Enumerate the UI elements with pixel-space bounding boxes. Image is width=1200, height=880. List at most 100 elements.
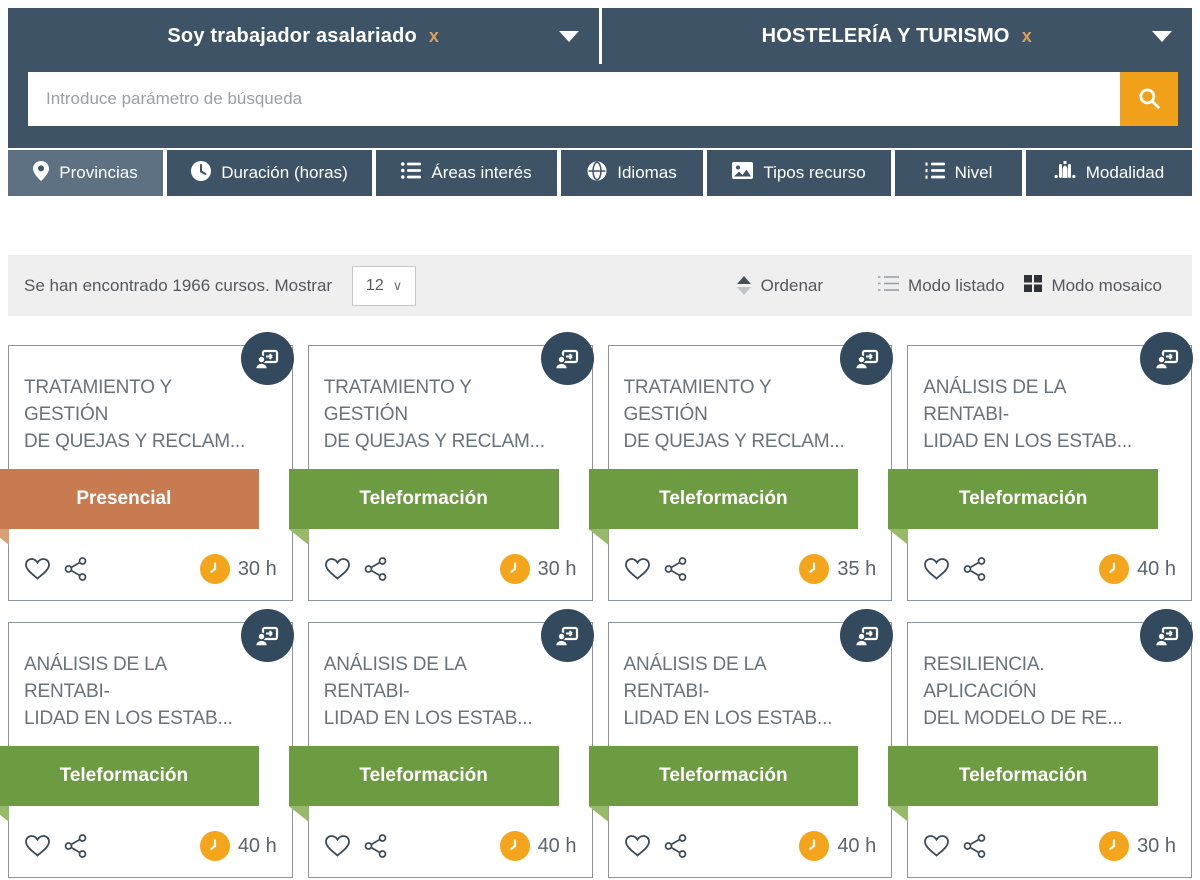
mosaic-mode-icon xyxy=(1024,274,1043,297)
mosaic-mode-button[interactable]: Modo mosaico xyxy=(1024,274,1162,297)
tab-idiomas[interactable]: Idiomas xyxy=(561,150,703,196)
sort-button[interactable]: Ordenar xyxy=(736,275,824,296)
filter-tabs: Provincias Duración (horas) Áreas interé… xyxy=(8,150,1192,196)
course-card[interactable]: ANÁLISIS DE LA RENTABI- LIDAD EN LOS EST… xyxy=(888,332,1193,601)
globe-icon xyxy=(587,160,607,186)
share-icon[interactable] xyxy=(664,834,687,858)
search-bar xyxy=(28,72,1178,126)
presenter-screen-icon xyxy=(240,609,294,662)
header: Soy trabajador asalariado x HOSTELERÍA Y… xyxy=(8,8,1192,148)
course-title: RESILIENCIA. APLICACIÓN DEL MODELO DE RE… xyxy=(923,654,1123,729)
profile-filter-label: Soy trabajador asalariado xyxy=(167,24,417,47)
share-icon[interactable] xyxy=(963,557,986,581)
share-icon[interactable] xyxy=(64,834,87,858)
share-icon[interactable] xyxy=(364,834,387,858)
tab-areas-interes[interactable]: Áreas interés xyxy=(376,150,557,196)
modality-ribbon: Teleformación xyxy=(288,469,559,529)
tab-label: Provincias xyxy=(59,163,138,182)
course-card[interactable]: ANÁLISIS DE LA RENTABI- LIDAD EN LOS EST… xyxy=(0,609,294,878)
course-title: TRATAMIENTO Y GESTIÓN DE QUEJAS Y RECLAM… xyxy=(623,377,845,452)
sort-label: Ordenar xyxy=(760,275,824,295)
view-mode-toggle: Modo listado Modo mosaico xyxy=(878,274,1162,297)
sector-filter-close-icon[interactable]: x xyxy=(1021,25,1032,46)
modality-label: Teleformación xyxy=(659,765,788,786)
duration-group: 40 h xyxy=(1099,554,1176,584)
modality-ribbon: Teleformación xyxy=(588,469,859,529)
tab-nivel[interactable]: Nivel xyxy=(895,150,1022,196)
favorite-heart-icon[interactable] xyxy=(923,557,950,581)
card-footer: 40 h xyxy=(9,815,292,877)
course-title: ANÁLISIS DE LA RENTABI- LIDAD EN LOS EST… xyxy=(923,377,1132,452)
duration-group: 40 h xyxy=(199,831,277,861)
course-card[interactable]: TRATAMIENTO Y GESTIÓN DE QUEJAS Y RECLAM… xyxy=(288,332,594,601)
image-icon xyxy=(732,162,754,184)
results-bar-controls: Ordenar Modo listado xyxy=(736,274,1162,297)
duration-clock-icon xyxy=(1099,831,1130,861)
modality-ribbon: Teleformación xyxy=(588,746,859,806)
sector-filter-dropdown[interactable]: HOSTELERÍA Y TURISMO x xyxy=(602,8,1193,64)
presenter-screen-icon xyxy=(1140,609,1193,662)
tab-duracion[interactable]: Duración (horas) xyxy=(167,150,372,196)
favorite-heart-icon[interactable] xyxy=(624,834,651,858)
course-card[interactable]: ANÁLISIS DE LA RENTABI- LIDAD EN LOS EST… xyxy=(588,609,894,878)
course-card[interactable]: TRATAMIENTO Y GESTIÓN DE QUEJAS Y RECLAM… xyxy=(0,332,294,601)
share-icon[interactable] xyxy=(963,834,986,858)
course-hours: 35 h xyxy=(837,557,877,580)
tab-tipos-recurso[interactable]: Tipos recurso xyxy=(707,150,891,196)
favorite-heart-icon[interactable] xyxy=(24,834,51,858)
duration-clock-icon xyxy=(499,831,530,861)
bullet-list-icon xyxy=(401,162,422,184)
profile-filter-dropdown[interactable]: Soy trabajador asalariado x xyxy=(8,8,602,64)
presenter-screen-icon xyxy=(840,609,894,662)
favorite-heart-icon[interactable] xyxy=(923,834,950,858)
card-footer: 40 h xyxy=(309,815,592,877)
course-hours: 40 h xyxy=(837,834,877,857)
select-caret-icon: ∨ xyxy=(392,277,403,293)
results-bar: Se han encontrado 1966 cursos. Mostrar 1… xyxy=(8,255,1192,316)
page-size-select[interactable]: 12 ∨ xyxy=(352,265,417,306)
share-icon[interactable] xyxy=(64,557,87,581)
share-icon[interactable] xyxy=(364,557,387,581)
mosaic-mode-label: Modo mosaico xyxy=(1051,275,1162,295)
course-hours: 30 h xyxy=(237,557,277,580)
course-title: ANÁLISIS DE LA RENTABI- LIDAD EN LOS EST… xyxy=(323,654,533,729)
building-icon xyxy=(1054,161,1076,185)
course-card[interactable]: ANÁLISIS DE LA RENTABI- LIDAD EN LOS EST… xyxy=(288,609,594,878)
modality-label: Teleformación xyxy=(359,488,488,509)
tab-label: Modalidad xyxy=(1085,163,1165,182)
favorite-heart-icon[interactable] xyxy=(324,557,351,581)
course-card[interactable]: RESILIENCIA. APLICACIÓN DEL MODELO DE RE… xyxy=(888,609,1193,878)
search-input[interactable] xyxy=(28,72,1120,126)
chevron-down-icon[interactable] xyxy=(558,31,579,42)
active-filters-row: Soy trabajador asalariado x HOSTELERÍA Y… xyxy=(8,8,1192,64)
sector-filter-label: HOSTELERÍA Y TURISMO xyxy=(761,24,1010,47)
course-hours: 40 h xyxy=(537,834,577,857)
tab-label: Idiomas xyxy=(617,163,677,182)
tab-label: Áreas interés xyxy=(431,163,532,182)
course-hours: 40 h xyxy=(237,834,277,857)
course-hours: 30 h xyxy=(537,557,577,580)
course-title: ANÁLISIS DE LA RENTABI- LIDAD EN LOS EST… xyxy=(24,654,233,729)
chevron-down-icon[interactable] xyxy=(1152,31,1172,42)
card-footer: 30 h xyxy=(908,815,1191,877)
list-mode-button[interactable]: Modo listado xyxy=(878,275,1004,297)
favorite-heart-icon[interactable] xyxy=(324,834,351,858)
presenter-screen-icon xyxy=(840,332,894,385)
modality-label: Teleformación xyxy=(359,765,488,786)
duration-clock-icon xyxy=(1099,554,1130,584)
tab-modalidad[interactable]: Modalidad xyxy=(1026,150,1192,196)
share-icon[interactable] xyxy=(664,557,687,581)
favorite-heart-icon[interactable] xyxy=(24,557,51,581)
sort-arrows-icon xyxy=(736,276,751,295)
duration-group: 30 h xyxy=(1099,831,1176,861)
tab-provincias[interactable]: Provincias xyxy=(8,150,163,196)
course-card[interactable]: TRATAMIENTO Y GESTIÓN DE QUEJAS Y RECLAM… xyxy=(588,332,894,601)
search-button[interactable] xyxy=(1120,72,1178,126)
modality-label: Presencial xyxy=(76,488,172,509)
list-mode-label: Modo listado xyxy=(908,275,1005,295)
clock-icon xyxy=(191,160,212,186)
profile-filter-close-icon[interactable]: x xyxy=(428,25,440,46)
favorite-heart-icon[interactable] xyxy=(624,557,651,581)
modality-label: Teleformación xyxy=(958,488,1088,509)
